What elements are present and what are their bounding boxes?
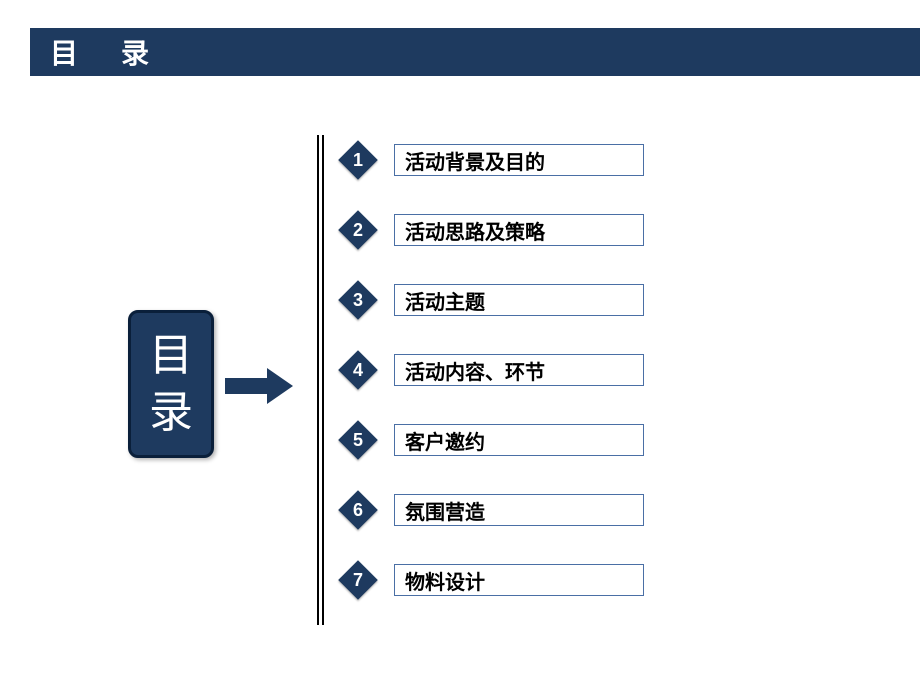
arrow-icon — [225, 370, 297, 402]
item-row: 5 客户邀约 — [338, 420, 644, 460]
toc-box-text: 目 录 — [149, 327, 193, 441]
diamond-marker: 6 — [338, 490, 378, 530]
toc-line1: 目 — [149, 331, 193, 380]
item-row: 6 氛围营造 — [338, 490, 644, 530]
diamond-number: 6 — [338, 490, 378, 530]
diamond-marker: 7 — [338, 560, 378, 600]
diamond-marker: 3 — [338, 280, 378, 320]
toc-box: 目 录 — [128, 310, 214, 458]
item-row: 4 活动内容、环节 — [338, 350, 644, 390]
item-label-box: 活动主题 — [394, 284, 644, 316]
toc-line2: 录 — [149, 388, 193, 437]
item-row: 7 物料设计 — [338, 560, 644, 600]
arrow-shaft — [225, 378, 269, 394]
item-label-box: 活动内容、环节 — [394, 354, 644, 386]
diamond-marker: 1 — [338, 140, 378, 180]
item-label-box: 活动背景及目的 — [394, 144, 644, 176]
item-label-text: 氛围营造 — [405, 496, 485, 525]
item-label-text: 物料设计 — [405, 566, 485, 595]
diamond-number: 1 — [338, 140, 378, 180]
diamond-number: 7 — [338, 560, 378, 600]
items-container: 1 活动背景及目的 2 活动思路及策略 3 活动主题 4 活动内容、环节 — [338, 140, 644, 630]
item-label-text: 活动思路及策略 — [405, 216, 545, 245]
diamond-number: 2 — [338, 210, 378, 250]
item-label-box: 客户邀约 — [394, 424, 644, 456]
item-row: 3 活动主题 — [338, 280, 644, 320]
item-row: 1 活动背景及目的 — [338, 140, 644, 180]
diamond-marker: 5 — [338, 420, 378, 460]
item-row: 2 活动思路及策略 — [338, 210, 644, 250]
item-label-text: 活动主题 — [405, 286, 485, 315]
item-label-text: 活动背景及目的 — [405, 146, 545, 175]
diamond-number: 4 — [338, 350, 378, 390]
diamond-marker: 2 — [338, 210, 378, 250]
diamond-number: 5 — [338, 420, 378, 460]
item-label-text: 活动内容、环节 — [405, 356, 545, 385]
vertical-line-right — [322, 135, 324, 625]
vertical-line-left — [317, 135, 319, 625]
header-band: 目 录 — [30, 28, 920, 76]
item-label-box: 物料设计 — [394, 564, 644, 596]
arrow-head — [267, 368, 293, 404]
diamond-number: 3 — [338, 280, 378, 320]
item-label-text: 客户邀约 — [405, 426, 485, 455]
header-title: 目 录 — [50, 32, 167, 72]
item-label-box: 活动思路及策略 — [394, 214, 644, 246]
item-label-box: 氛围营造 — [394, 494, 644, 526]
diamond-marker: 4 — [338, 350, 378, 390]
